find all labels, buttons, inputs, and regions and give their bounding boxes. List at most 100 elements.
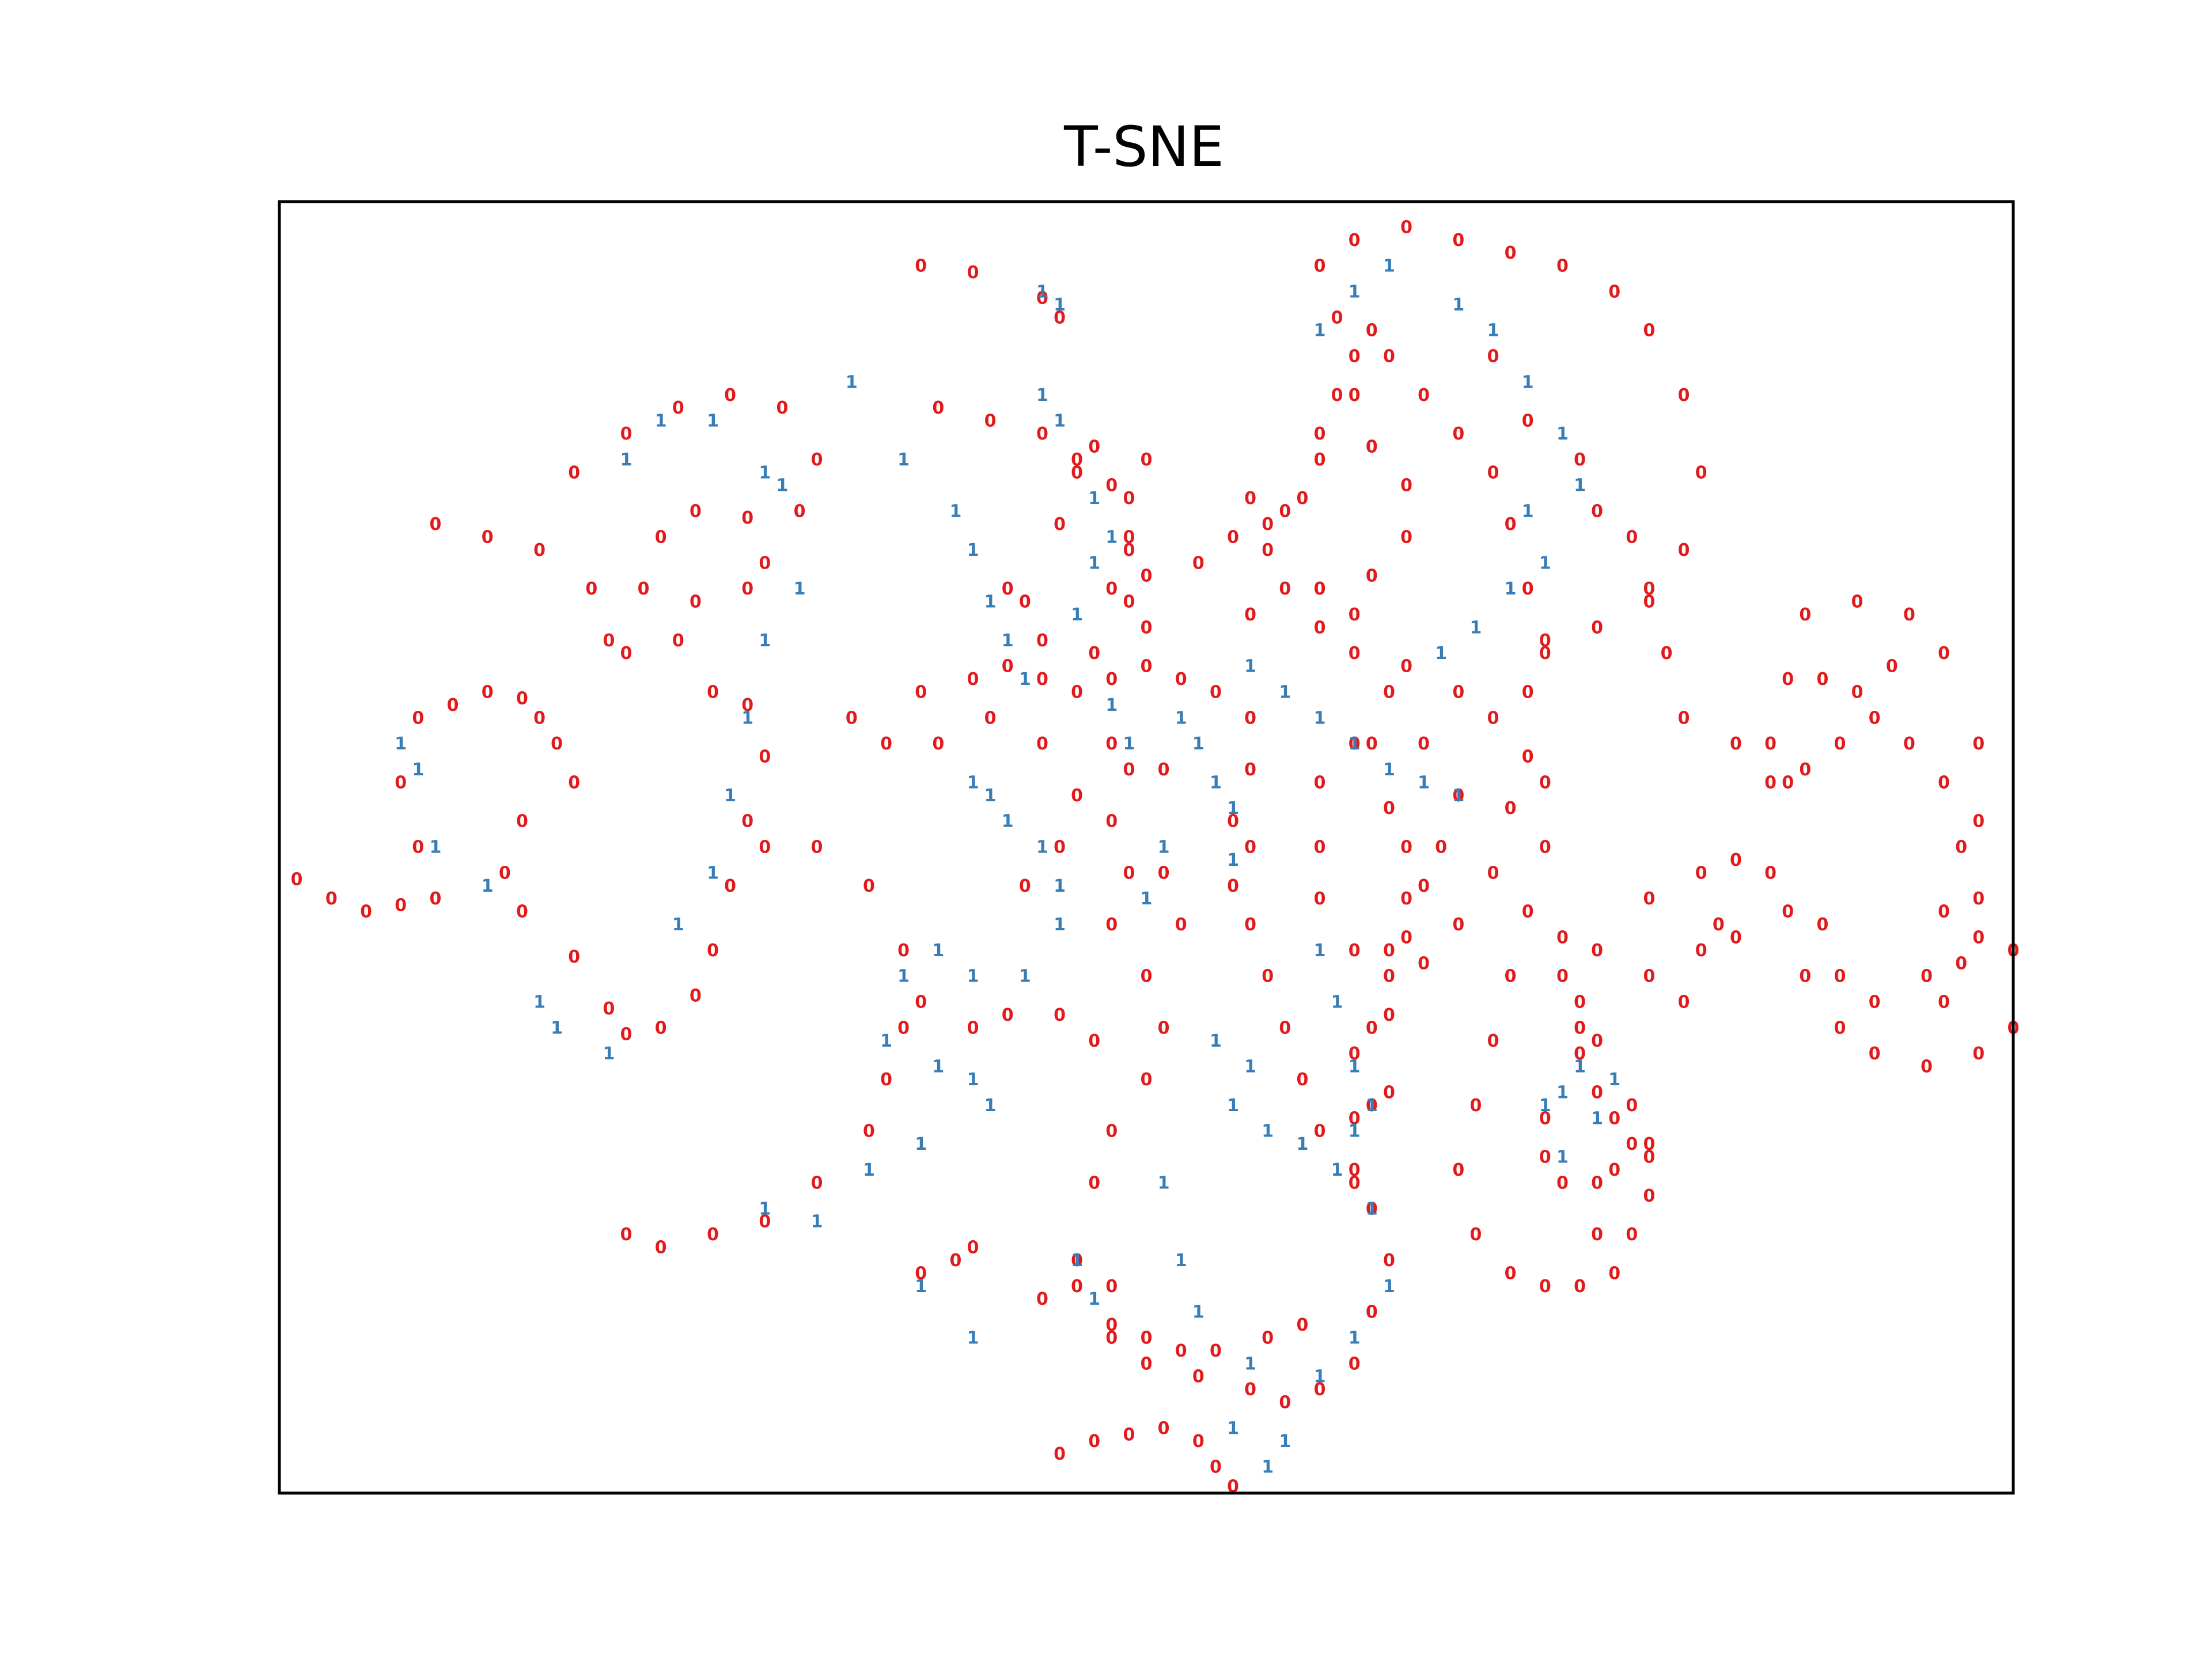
point-label-0: 0 [1141,1354,1153,1374]
point-label-0: 0 [1505,514,1517,535]
point-label-0: 0 [707,1225,719,1245]
point-label-0: 0 [724,385,736,406]
point-label-1: 1 [897,967,910,987]
point-label-0: 0 [1505,1263,1517,1283]
point-label-1: 1 [1349,1122,1361,1142]
point-label-0: 0 [1921,967,1933,987]
point-label-0: 0 [1383,1083,1395,1103]
point-label-0: 0 [1349,643,1361,664]
point-label-1: 1 [967,1070,979,1090]
point-label-0: 0 [1141,1328,1153,1349]
point-label-1: 1 [655,411,667,431]
point-label-0: 0 [1349,941,1361,961]
point-label-1: 1 [1175,1251,1187,1271]
point-label-0: 0 [620,1025,632,1045]
point-label-0: 0 [794,502,806,522]
point-label-0: 0 [1591,618,1603,638]
point-label-1: 1 [776,476,788,496]
point-label-0: 0 [1608,282,1620,302]
point-label-0: 0 [690,502,702,522]
point-label-0: 0 [897,941,910,961]
point-label-0: 0 [1608,1108,1620,1128]
point-label-0: 0 [1383,798,1395,819]
point-label-0: 0 [1244,915,1256,935]
point-label-1: 1 [759,631,771,651]
point-label-0: 0 [1054,1444,1066,1464]
point-label-0: 0 [1141,618,1153,638]
point-label-0: 0 [1834,967,1846,987]
point-label-0: 0 [1487,708,1499,728]
point-label-0: 0 [1296,1315,1308,1335]
point-label-0: 0 [1972,734,1984,754]
point-label-1: 1 [1383,256,1395,276]
point-label-0: 0 [1054,1005,1066,1025]
point-label-0: 0 [1123,760,1135,780]
point-label-1: 1 [741,708,753,728]
point-label-0: 0 [1695,941,1707,961]
point-label-0: 0 [1349,1354,1361,1374]
point-label-1: 1 [1556,424,1569,444]
point-label-1: 1 [1539,1096,1551,1116]
point-label-1: 1 [984,1096,997,1116]
point-label-0: 0 [1175,915,1187,935]
point-label-0: 0 [1262,514,1274,535]
point-label-1: 1 [1349,1057,1361,1077]
point-label-1: 1 [984,786,997,806]
point-label-0: 0 [1036,669,1048,690]
point-label-0: 0 [1366,1199,1378,1219]
point-label-0: 0 [880,734,892,754]
point-label-0: 0 [1418,953,1430,974]
point-label-0: 0 [1661,643,1673,664]
point-label-1: 1 [1349,282,1361,302]
point-label-0: 0 [1782,669,1794,690]
point-label-0: 0 [1522,902,1534,922]
point-label-1: 1 [967,772,979,793]
point-label-0: 0 [1574,1018,1586,1038]
point-label-1: 1 [1088,553,1100,573]
point-label-0: 0 [1764,734,1777,754]
point-label-0: 0 [1314,450,1326,470]
point-label-0: 0 [1713,915,1725,935]
point-label-0: 0 [915,683,927,703]
point-label-0: 0 [1556,256,1569,276]
point-label-0: 0 [1643,1134,1655,1154]
point-label-0: 0 [1452,915,1464,935]
point-label-0: 0 [1279,1018,1291,1038]
point-label-0: 0 [707,941,719,961]
point-label-1: 1 [1366,1096,1378,1116]
point-label-1: 1 [915,1277,927,1297]
point-label-1: 1 [1036,385,1048,406]
point-label-0: 0 [429,889,441,909]
point-label-1: 1 [897,450,910,470]
point-label-0: 0 [1366,1018,1378,1038]
point-label-0: 0 [1869,708,1881,728]
point-label-1: 1 [1054,411,1066,431]
point-label-1: 1 [1054,915,1066,935]
point-label-0: 0 [1903,734,1915,754]
point-label-1: 1 [1244,1057,1256,1077]
point-label-1: 1 [1608,1070,1620,1090]
point-label-0: 0 [1105,1277,1118,1297]
point-label-0: 0 [1782,902,1794,922]
point-label-1: 1 [1383,760,1395,780]
point-label-0: 0 [880,1070,892,1090]
point-label-0: 0 [1626,1096,1638,1116]
point-label-0: 0 [1556,1173,1569,1193]
point-label-0: 0 [1799,605,1811,625]
point-label-0: 0 [1192,1431,1205,1452]
point-label-1: 1 [1262,1122,1274,1142]
point-label-0: 0 [1626,1225,1638,1245]
point-label-1: 1 [1054,295,1066,315]
point-label-1: 1 [1105,527,1118,547]
point-label-1: 1 [1210,1031,1222,1051]
point-label-0: 0 [1071,1251,1083,1271]
point-label-0: 0 [1088,1431,1100,1452]
point-label-1: 1 [794,579,806,599]
point-label-0: 0 [1608,1160,1620,1180]
point-label-0: 0 [1158,863,1170,883]
point-label-1: 1 [932,1057,944,1077]
point-label-0: 0 [1366,566,1378,586]
point-label-0: 0 [1643,967,1655,987]
point-label-1: 1 [1105,695,1118,715]
point-label-0: 0 [1383,347,1395,367]
